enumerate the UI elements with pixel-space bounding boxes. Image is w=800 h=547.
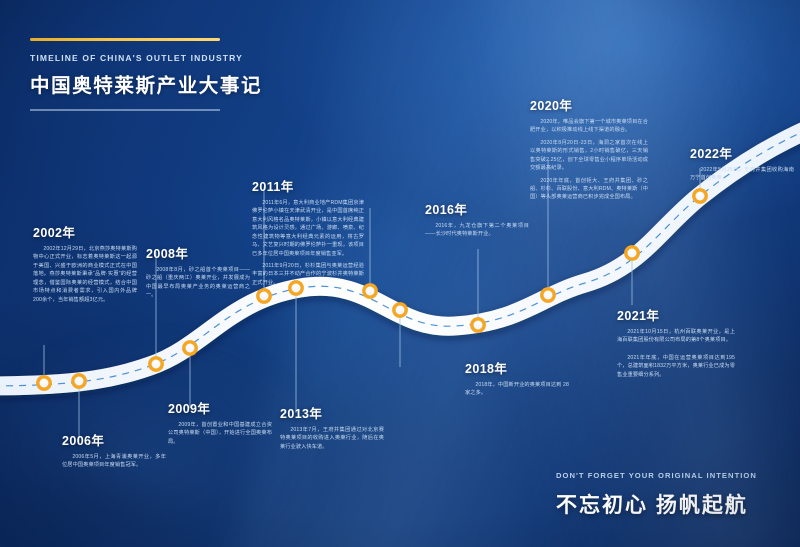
marker-2021[interactable] bbox=[540, 287, 556, 303]
entry-year-2006: 2006年 bbox=[62, 434, 105, 448]
marker-2008[interactable] bbox=[148, 356, 164, 372]
entry-text: 2011年9月20日，杉杉集团与奥莱运营经验丰富的日本三井不动产合作的宁波杉井奥… bbox=[252, 262, 364, 286]
entry-text: 2008年8月，砂之船首个奥莱项目——砂之船（重庆两江）奥莱开业，并发展成为中国… bbox=[146, 267, 250, 299]
entry-year-2013: 2013年 bbox=[280, 407, 323, 421]
entry-text: 2020年年底，首创钜大、王府井集团、砂之船、杉杉、百联股份、意大利RDM、奥特… bbox=[530, 177, 648, 201]
marker-2020[interactable] bbox=[470, 317, 486, 333]
entry-text: 2022年5月25日，王府井集团收购海南万宁首创奥莱。 bbox=[690, 167, 794, 182]
timeline-entry-2011[interactable]: 2011年 2011年6月，意大利商业地产RDM集团京津佛罗伦萨小镇在天津武清开… bbox=[252, 176, 364, 287]
timeline-entry-2022[interactable]: 2022年 2022年5月25日，王府井集团收购海南万宁首创奥莱。 bbox=[690, 143, 794, 183]
marker-2022a[interactable] bbox=[624, 245, 640, 261]
entry-text: 2021年年底，中国在运营奥莱项目达到195个，总建筑面积1832万平方米，奥莱… bbox=[617, 354, 735, 378]
timeline-entry-2008[interactable]: 2008年 2008年8月，砂之船首个奥莱项目——砂之船（重庆两江）奥莱开业，并… bbox=[146, 243, 250, 300]
entry-year-2008: 2008年 bbox=[146, 247, 189, 261]
entry-year-2011: 2011年 bbox=[252, 180, 294, 194]
marker-2002[interactable] bbox=[36, 375, 52, 391]
timeline-entry-2009[interactable]: 2009年 2009年，首创置业和中国基建成立合资公司奥特莱斯（中国），开始进行… bbox=[168, 398, 272, 446]
marker-2006[interactable] bbox=[71, 373, 87, 389]
entry-year-2009: 2009年 bbox=[168, 402, 211, 416]
entry-year-2018: 2018年 bbox=[465, 362, 508, 376]
timeline-entry-2021[interactable]: 2021年 2021年10月15日，杭州百联奥莱开业，是上海百联集团股份有限公司… bbox=[617, 305, 735, 379]
entry-year-2002: 2002年 bbox=[33, 226, 76, 240]
entry-text: 2013年7月，王府井集团通过对北京赛特奥莱项目的收购进入奥莱行业，随后在奥莱行… bbox=[280, 427, 384, 450]
slogan-english: DON'T FORGET YOUR ORIGINAL INTENTION bbox=[556, 471, 757, 480]
timeline-entry-2002[interactable]: 2002年 2002年12月29日，北京燕莎奥特莱斯购物中心正式开业，标志着奥特… bbox=[33, 222, 137, 304]
marker-2016[interactable] bbox=[362, 283, 378, 299]
entry-text: 2002年12月29日，北京燕莎奥特莱斯购物中心正式开业，标志着奥特莱斯这一起源… bbox=[33, 246, 137, 303]
timeline-entry-2006[interactable]: 2006年 2006年5月，上海青浦奥莱开业，多年位居中国奥莱项目年度销售冠军。 bbox=[62, 430, 166, 470]
gold-rule-decoration bbox=[30, 38, 220, 41]
entry-year-2021: 2021年 bbox=[617, 309, 660, 323]
timeline-entry-2016[interactable]: 2016年 2016年，九龙仓旗下第二个奥莱项目——长沙时代奥特莱斯开业。 bbox=[425, 199, 529, 239]
entry-year-2022: 2022年 bbox=[690, 147, 733, 161]
title-block: TIMELINE OF CHINA'S OUTLET INDUSTRY 中国奥特… bbox=[30, 38, 265, 111]
marker-2018[interactable] bbox=[392, 302, 408, 318]
entry-text: 2018年，中国新开业的奥莱项目达到 28 家之多。 bbox=[465, 382, 569, 397]
grey-rule-decoration bbox=[30, 109, 220, 111]
timeline-entry-2020[interactable]: 2020年 2020年，唯品会旗下第一个城市奥莱项目在合肥开业，以积极推动线上线… bbox=[530, 95, 648, 202]
timeline-entry-2013[interactable]: 2013年 2013年7月，王府井集团通过对北京赛特奥莱项目的收购进入奥莱行业，… bbox=[280, 403, 384, 451]
entry-text: 2011年6月，意大利商业地产RDM集团京津佛罗伦萨小镇在天津武清开业，是中国首… bbox=[252, 200, 364, 257]
timeline-markers bbox=[36, 188, 708, 391]
entry-year-2020: 2020年 bbox=[530, 99, 573, 113]
title-english: TIMELINE OF CHINA'S OUTLET INDUSTRY bbox=[30, 53, 243, 63]
entry-text: 2020年8月20日-23日，海洞之家首次在线上以奥特莱斯的形式销售，2小时销售… bbox=[530, 139, 648, 172]
title-chinese: 中国奥特莱斯产业大事记 bbox=[30, 75, 263, 97]
entry-text: 2020年，唯品会旗下第一个城市奥莱项目在合肥开业，以积极推动线上线下渠道的融合… bbox=[530, 119, 648, 134]
entry-text: 2021年10月15日，杭州百联奥莱开业，是上海百联集团股份有限公司布局的第8个… bbox=[617, 329, 735, 344]
marker-2011[interactable] bbox=[256, 288, 272, 304]
slogan-block: DON'T FORGET YOUR ORIGINAL INTENTION 不忘初… bbox=[556, 471, 776, 519]
entry-text: 2016年，九龙仓旗下第二个奥莱项目——长沙时代奥特莱斯开业。 bbox=[425, 223, 529, 238]
timeline-entry-2018[interactable]: 2018年 2018年，中国新开业的奥莱项目达到 28 家之多。 bbox=[465, 358, 569, 398]
entry-text: 2009年，首创置业和中国基建成立合资公司奥特莱斯（中国），开始进行全国奥莱布局… bbox=[168, 422, 272, 445]
entry-year-2016: 2016年 bbox=[425, 203, 468, 217]
marker-2022b[interactable] bbox=[692, 188, 708, 204]
slogan-chinese: 不忘初心 扬帆起航 bbox=[556, 494, 748, 517]
entry-text: 2006年5月，上海青浦奥莱开业，多年位居中国奥莱项目年度销售冠军。 bbox=[62, 454, 166, 469]
marker-2009[interactable] bbox=[182, 340, 198, 356]
